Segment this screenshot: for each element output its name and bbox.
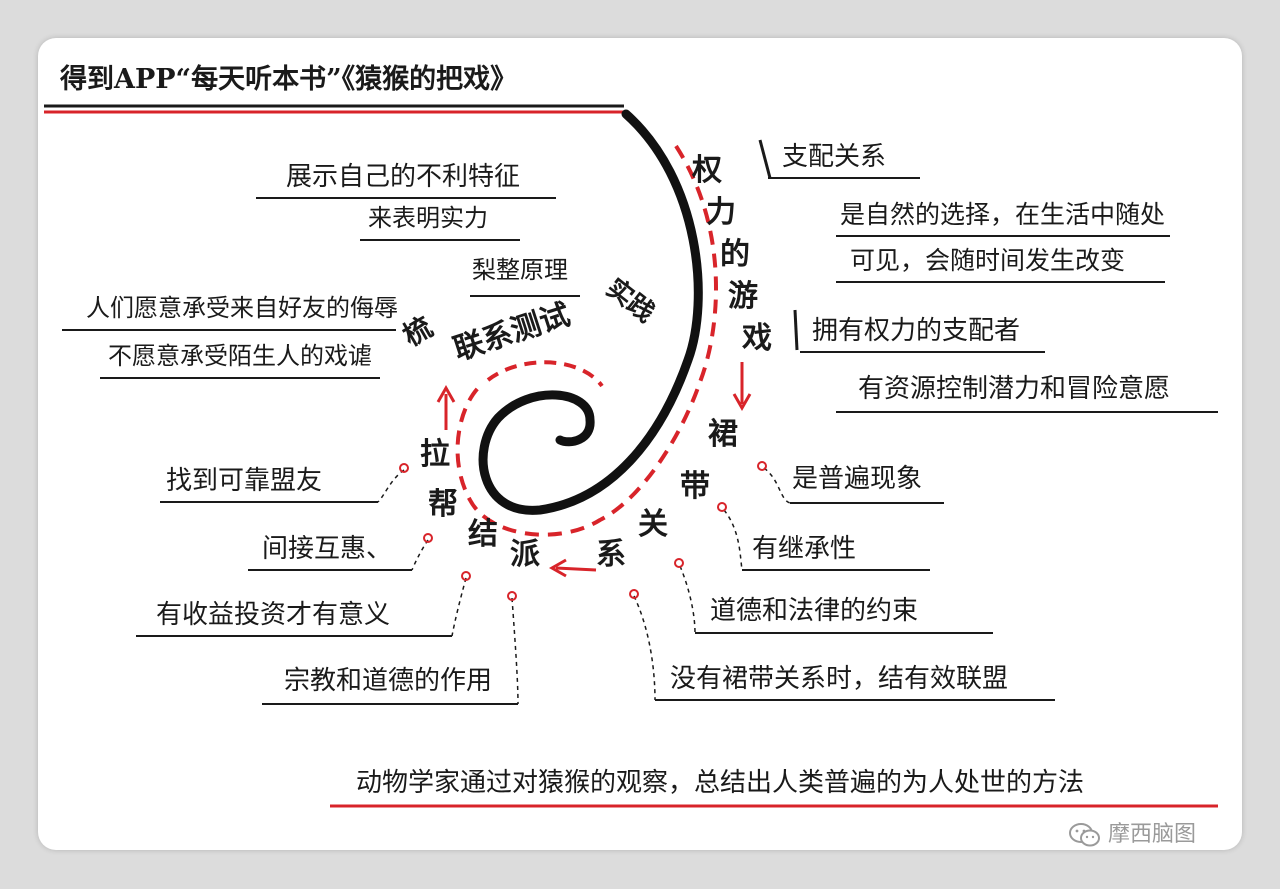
connector-alliance-2 [411, 539, 429, 571]
power-note-5: 有资源控制潜力和冒险意愿 [858, 374, 1171, 404]
connector-alliance-3 [451, 577, 467, 637]
bond-note-1: 是普遍现象 [792, 464, 923, 494]
red-dashed-inner [486, 360, 604, 388]
power-game-char-4: 游 [728, 279, 758, 314]
alliance-note-3: 有收益投资才有意义 [156, 600, 391, 630]
node-alliance-2 [423, 533, 433, 543]
connector-bond-2 [723, 509, 743, 571]
node-alliance-4 [507, 591, 517, 601]
alliance-char-4: 派 [510, 537, 540, 572]
power-note-3: 可见，会随时间发生改变 [850, 246, 1126, 275]
arrow-left-head [548, 558, 567, 578]
bond-note-4: 没有裙带关系时，结有效联盟 [670, 664, 1009, 694]
alliance-char-3: 结 [468, 517, 498, 552]
contact-note-3: 人们愿意承受来自好友的侮辱 [86, 294, 398, 322]
alliance-char-1: 拉 [420, 437, 450, 472]
watermark-text: 摩西脑图 [1108, 822, 1197, 847]
arrow-down-head [732, 393, 752, 412]
connector-bond-1 [763, 467, 791, 504]
alliance-note-1: 找到可靠盟友 [166, 466, 323, 496]
bond-note-2: 有继承性 [752, 534, 857, 564]
bond-char-1: 裙 [708, 417, 738, 452]
power-note-2: 是自然的选择，在生活中随处 [840, 200, 1166, 229]
node-alliance-1 [399, 463, 409, 473]
bond-char-3: 关 [638, 507, 668, 542]
contact-note-2: 来表明实力 [368, 204, 488, 232]
alliance-char-2: 帮 [428, 487, 458, 522]
contact-note-1: 展示自己的不利特征 [286, 162, 521, 192]
tick-power-2 [793, 309, 799, 351]
summary-text: 动物学家通过对猿猴的观察，总结出人类普遍的为人处世的方法 [356, 768, 1085, 798]
power-game-char-1: 权 [692, 153, 722, 188]
wechat-icon [1069, 823, 1100, 847]
contact-note-4: 不愿意承受陌生人的戏谑 [108, 342, 372, 370]
bond-char-4: 系 [596, 537, 626, 572]
node-bond-3 [674, 558, 684, 568]
page-title: 得到APP“每天听本书”《猿猴的把戏》 [60, 64, 518, 95]
alliance-note-2: 间接互惠、 [262, 534, 393, 564]
node-bond-4 [629, 589, 639, 599]
connector-bond-3 [679, 565, 696, 634]
node-bond-1 [757, 461, 767, 471]
bond-note-3: 道德和法律的约束 [710, 596, 919, 626]
power-game-char-5: 戏 [742, 321, 772, 356]
red-dashed-spiral [455, 144, 718, 537]
connector-bond-4 [633, 595, 656, 701]
hair-principle-label: 梨整原理 [472, 256, 568, 284]
alliance-note-4: 宗教和道德的作用 [284, 666, 493, 696]
bond-char-2: 带 [680, 469, 710, 504]
arrow-left-shaft [555, 566, 597, 572]
power-game-char-2: 力 [706, 195, 736, 230]
main-spiral [478, 109, 703, 515]
arrow-up-head [436, 384, 456, 403]
node-bond-2 [717, 502, 727, 512]
tick-power-1 [758, 139, 772, 179]
connector-alliance-4 [511, 597, 519, 705]
node-alliance-3 [461, 571, 471, 581]
power-note-1: 支配关系 [782, 142, 887, 172]
power-game-char-3: 的 [720, 237, 750, 272]
power-note-4: 拥有权力的支配者 [812, 316, 1021, 346]
connector-alliance-1 [377, 469, 405, 503]
